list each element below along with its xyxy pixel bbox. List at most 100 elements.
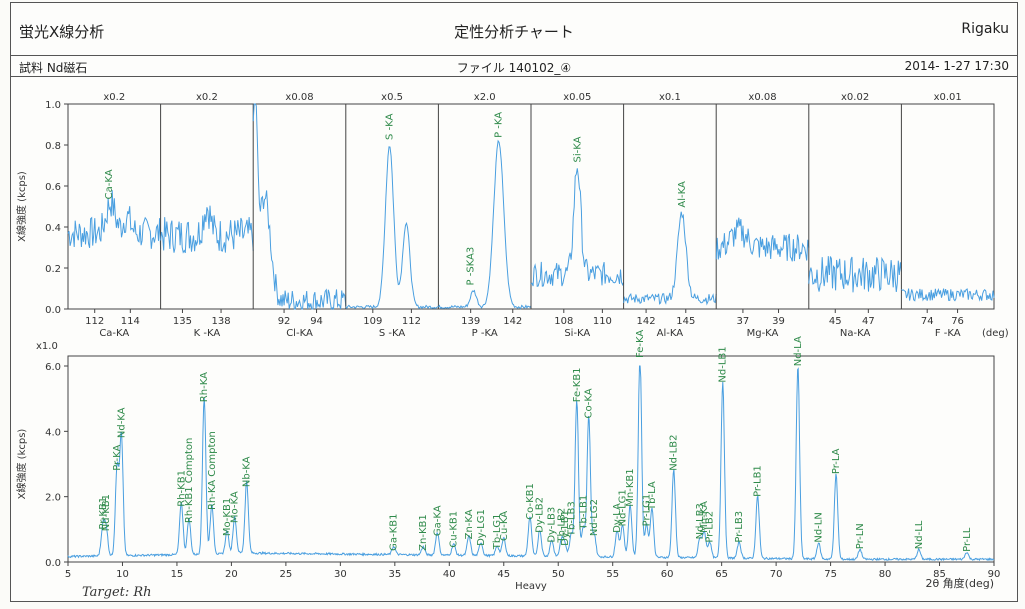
panel-x-tick-label: 92	[278, 316, 291, 327]
file-name: ファイル 140102_④	[456, 61, 572, 75]
panel-spectrum-trace	[67, 190, 162, 250]
peak-label: Pr-LB3	[734, 511, 745, 543]
panel-x-tick-label: 112	[402, 316, 421, 327]
panel-element-label: Na-KA	[840, 328, 871, 339]
top-y-tick-label: 1.0	[45, 100, 61, 111]
panel-x-tick-label: 76	[951, 316, 964, 327]
peak-label: P -SKA3	[466, 247, 477, 286]
bottom-x-tick-label: 55	[606, 569, 619, 580]
bottom-x-tick-label: 35	[388, 569, 401, 580]
panel-spectrum-trace	[901, 288, 995, 302]
panel-spectrum-trace	[252, 103, 347, 311]
top-y-tick-label: 0.2	[45, 264, 61, 275]
peak-label: Nd-LB2	[669, 435, 680, 471]
peak-label: Dy-LB3	[547, 507, 558, 543]
peak-label: Mn-KB1	[625, 468, 636, 506]
bottom-scale-label: x1.0	[36, 341, 58, 352]
peak-label: Nd-LL	[914, 520, 925, 549]
top-x-unit: (deg)	[982, 328, 1009, 339]
panel-spectrum-trace	[715, 217, 810, 262]
peak-label: Dy-LG1	[476, 509, 487, 546]
peak-label: Nd-KB1	[101, 494, 112, 531]
bottom-x-tick-label: 10	[116, 569, 129, 580]
panel-x-tick-label: 74	[921, 316, 934, 327]
bottom-y-tick-label: 0.0	[45, 558, 61, 569]
panel-element-label: Al-KA	[657, 328, 684, 339]
panel-spectrum-trace	[808, 256, 902, 293]
brand-name: Rigaku	[961, 21, 1009, 37]
panel-x-tick-label: 110	[593, 316, 612, 327]
peak-label: Mo-KB1	[222, 498, 233, 536]
bottom-x-tick-label: 30	[334, 569, 347, 580]
peak-label: Fe-KA	[635, 330, 646, 358]
panel-x-tick-label: 142	[503, 316, 522, 327]
peak-label: Pr-LN	[855, 523, 866, 549]
panel-x-tick-label: 37	[737, 316, 750, 327]
top-y-tick-label: 0.0	[45, 305, 61, 316]
bottom-y-tick-label: 6.0	[45, 362, 61, 373]
panel-element-label: Ca-KA	[99, 328, 129, 339]
panel-scale-label: x0.08	[748, 92, 776, 103]
peak-label: Tb-LG1	[492, 513, 503, 550]
chart-sheet: 蛍光X線分析 定性分析チャート Rigaku 試料 Nd磁石 ファイル 1401…	[10, 2, 1018, 602]
peak-label: Tb-LA	[647, 481, 658, 511]
peak-label: Ga-KA	[432, 505, 443, 536]
peak-label: Al-KA	[677, 181, 688, 208]
panel-x-tick-label: 138	[212, 316, 231, 327]
peak-label: Nd-LA	[793, 336, 804, 366]
panel-x-tick-label: 114	[121, 316, 140, 327]
peak-label: Tb-LB1	[578, 495, 589, 531]
panel-x-tick-label: 45	[829, 316, 842, 327]
panel-element-label: K -KA	[194, 328, 221, 339]
peak-label: Co-KB1	[525, 483, 536, 520]
analysis-label: 蛍光X線分析	[19, 23, 105, 41]
panel-element-label: S -KA	[379, 328, 406, 339]
panel-element-label: P -KA	[472, 328, 498, 339]
bottom-x-tick-label: 75	[824, 569, 837, 580]
panel-spectrum-trace	[345, 146, 439, 310]
report-subheader: 試料 Nd磁石 ファイル 140102_④ 2014- 1-27 17:30	[11, 56, 1017, 77]
peak-label: Zn-KA	[464, 509, 475, 539]
peak-label: Dy-LA	[612, 503, 623, 533]
panel-element-label: Si-KA	[564, 328, 590, 339]
peak-label: Rh-KA Compton	[207, 431, 218, 510]
peak-label: Tb-LB2	[557, 508, 568, 544]
peak-label: Zn-KB1	[418, 514, 429, 551]
peak-label: Tb-LB3	[566, 501, 577, 537]
peak-label: Nd-KA	[116, 407, 127, 438]
peak-label: Nb-KA	[242, 456, 253, 487]
peak-label: Cu-KA	[499, 511, 510, 541]
peak-label: Cu-KB1	[449, 511, 460, 548]
bottom-x-tick-label: 65	[715, 569, 728, 580]
bottom-x-tick-label: 25	[280, 569, 293, 580]
peak-label: S -KA	[385, 113, 396, 140]
bottom-x-axis-label: Heavy	[515, 581, 547, 592]
panel-x-tick-label: 94	[310, 316, 323, 327]
bottom-x-tick-label: 20	[225, 569, 238, 580]
panel-scale-label: x0.2	[103, 92, 125, 103]
bottom-x-tick-label: 15	[171, 569, 184, 580]
panel-spectrum-trace	[623, 211, 717, 306]
peak-label: Mn-KA	[699, 501, 710, 533]
panel-spectrum-trace	[160, 205, 254, 254]
top-y-tick-label: 0.6	[45, 182, 61, 193]
panel-element-label: F -KA	[935, 328, 961, 339]
peak-label: Dy-LB2	[535, 497, 546, 533]
panel-spectrum-trace	[437, 139, 532, 310]
panel-scale-label: x0.01	[934, 92, 962, 103]
peak-label: Pr-LA	[831, 448, 842, 474]
panel-x-tick-label: 108	[554, 316, 573, 327]
peak-label: Si-KA	[572, 136, 583, 162]
bottom-y-tick-label: 4.0	[45, 427, 61, 438]
peak-label: Nd-LB1	[718, 346, 729, 382]
panel-x-tick-label: 112	[85, 316, 104, 327]
bottom-x-axis-unit: 2θ 角度(deg)	[925, 576, 994, 590]
bottom-x-tick-label: 5	[65, 569, 71, 580]
bottom-x-tick-label: 80	[879, 569, 892, 580]
peak-label: Nd-LB3	[695, 503, 706, 539]
peak-label: Rh-KB1	[176, 470, 187, 507]
panel-spectrum-trace	[530, 168, 625, 287]
panel-scale-label: x0.5	[381, 92, 403, 103]
panel-x-tick-label: 139	[461, 316, 480, 327]
